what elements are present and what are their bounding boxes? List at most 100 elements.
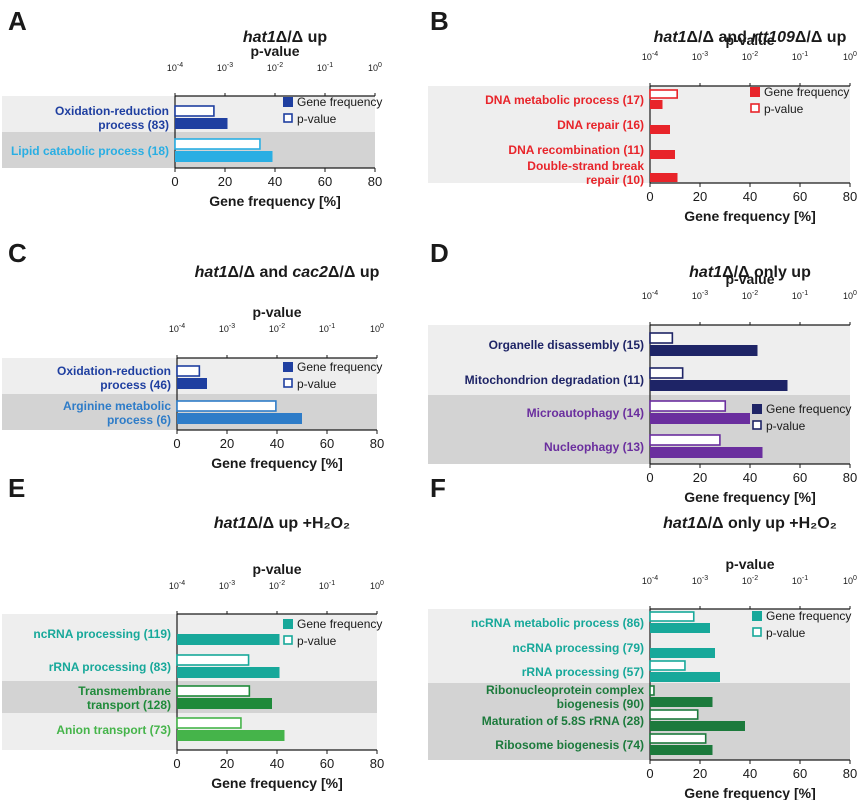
gene-frequency-bar [650,648,715,658]
x-tick-label: 0 [173,756,180,771]
category-label-line: rRNA processing (83) [49,660,171,674]
p-value-tick-label: 10-3 [692,575,708,586]
title-text: Δ/Δ and [228,264,293,281]
x-tick-label: 0 [646,470,653,485]
tick-base: 10 [368,63,378,73]
p-value-axis-title: p-value [252,561,301,577]
p-value-tick-label: 100 [843,575,857,586]
x-axis-title: Gene frequency [%] [209,193,340,209]
title-italic: hat1 [663,515,696,532]
category-row: ncRNA processing (79) [512,641,715,658]
legend-swatch-p-value [283,635,293,645]
title-text: Δ/Δ only up +H₂O₂ [696,515,837,532]
p-value-bar [649,611,695,622]
legend-label: p-value [766,419,806,433]
p-value-tick-label: 100 [843,51,857,62]
category-label-line: Nucleophagy (13) [544,440,644,454]
p-value-tick-label: 10-4 [169,323,185,334]
gene-frequency-bar [650,345,758,356]
gene-frequency-bar [650,721,745,731]
p-value-bar [649,332,674,344]
category-row: Organelle disassembly (15) [489,332,758,356]
tick-exponent: -3 [229,323,235,330]
category-label: Lipid catabolic process (18) [11,144,169,158]
panel-letter: D [430,238,449,268]
tick-base: 10 [742,576,752,586]
tick-exponent: -1 [802,575,808,582]
tick-base: 10 [169,581,179,591]
category-label: Mitochondrion degradation (11) [465,373,644,387]
p-value-tick-label: 10-4 [642,51,658,62]
panel-title: hat1Δ/Δ and cac2Δ/Δ up [195,264,380,281]
x-tick-label: 80 [368,174,382,189]
p-value-tick-label: 100 [368,62,382,73]
p-value-tick-label: 10-3 [217,62,233,73]
x-tick-label: 20 [220,756,234,771]
tick-base: 10 [642,52,652,62]
tick-base: 10 [843,291,853,301]
x-tick-label: 40 [743,766,757,781]
tick-base: 10 [742,291,752,301]
tick-base: 10 [269,324,279,334]
gene-frequency-bar [177,667,280,678]
p-value-bar [649,709,699,720]
p-value-tick-label: 10-2 [269,580,285,591]
x-tick-label: 40 [268,174,282,189]
category-label-line: Anion transport (73) [56,723,171,737]
x-tick-label: 40 [743,470,757,485]
tick-exponent: -1 [327,62,333,69]
category-label: Oxidation-reduction process (83) [55,104,169,132]
panel-letter: F [430,473,446,503]
category-label: DNA metabolic process (17) [485,93,644,107]
tick-exponent: -3 [229,580,235,587]
tick-base: 10 [370,581,380,591]
panel-letter: A [8,6,27,36]
gene-frequency-bar [650,380,788,391]
tick-base: 10 [742,52,752,62]
category-label-line: Double-strand break [527,159,644,173]
legend-label: p-value [297,634,337,648]
p-value-tick-label: 10-1 [319,323,335,334]
legend-swatch-p-value [283,113,293,123]
p-value-bar [649,733,707,744]
title-text: Δ/Δ up [276,29,328,46]
x-tick-label: 0 [646,189,653,204]
category-label: ncRNA processing (79) [512,641,644,655]
legend-swatch-gene-frequency [750,87,760,97]
tick-base: 10 [319,324,329,334]
tick-exponent: 0 [853,575,857,582]
p-value-tick-label: 10-4 [167,62,183,73]
category-label-line: Ribosome biogenesis (74) [495,738,644,752]
gene-frequency-bar [175,118,228,129]
gene-frequency-bar [650,150,675,159]
x-tick-label: 80 [370,756,384,771]
category-label: DNA recombination (11) [508,143,644,157]
tick-exponent: -4 [179,580,185,587]
background-band [428,395,850,464]
category-row: Mitochondrion degradation (11) [465,367,788,391]
category-label: Microautophagy (14) [527,406,644,420]
p-value-tick-label: 10-1 [317,62,333,73]
x-tick-label: 40 [743,189,757,204]
background-band [2,394,377,430]
x-tick-label: 80 [370,436,384,451]
category-label: rRNA processing (57) [522,665,644,679]
title-text: Δ/Δ up +H₂O₂ [247,515,350,532]
legend: Gene frequency p-value [750,85,849,116]
legend-label: Gene frequency [297,360,382,374]
category-label-line: rRNA processing (57) [522,665,644,679]
category-row: Ribosome biogenesis (74) [495,733,713,755]
p-value-bar [176,400,277,412]
category-label-line: process (83) [98,118,169,132]
p-value-tick-label: 10-2 [742,575,758,586]
p-value-axis-title: p-value [725,271,774,287]
gene-frequency-bar [650,745,713,755]
p-value-tick-label: 100 [370,580,384,591]
p-value-tick-label: 100 [370,323,384,334]
legend-label: Gene frequency [766,402,851,416]
p-value-bar [649,434,721,446]
tick-base: 10 [692,576,702,586]
category-label-line: process (6) [107,413,171,427]
